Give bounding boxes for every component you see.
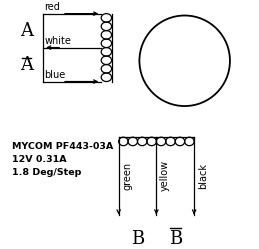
- Text: red: red: [44, 2, 60, 12]
- Text: B: B: [131, 230, 144, 248]
- Text: A: A: [20, 22, 33, 40]
- Text: white: white: [44, 36, 71, 46]
- Text: B: B: [169, 230, 182, 248]
- Text: blue: blue: [44, 70, 65, 80]
- Text: green: green: [123, 162, 132, 190]
- Text: A: A: [20, 57, 33, 74]
- Text: MYCOM PF443-03A
12V 0.31A
1.8 Deg/Step: MYCOM PF443-03A 12V 0.31A 1.8 Deg/Step: [12, 142, 113, 177]
- Text: yellow: yellow: [160, 160, 170, 191]
- Text: black: black: [198, 163, 208, 189]
